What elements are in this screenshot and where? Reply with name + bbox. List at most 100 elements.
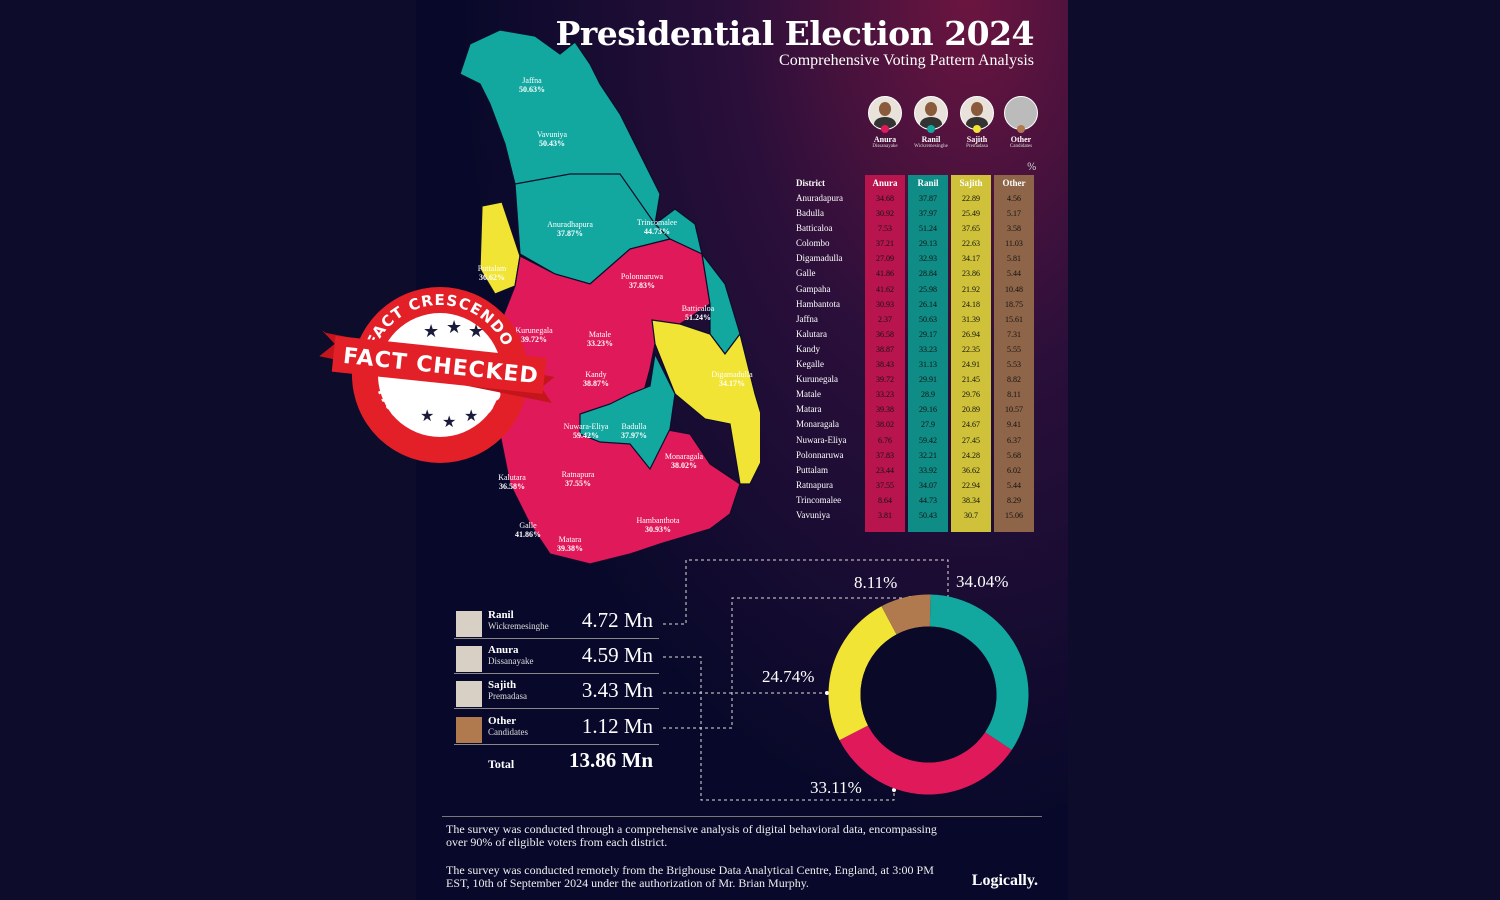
anura-column: Anura 34.68 30.92 7.53 37.21 27.09 41.86 41.62… (865, 175, 905, 532)
vote-value: 4.72 Mn (581, 608, 653, 632)
map-label-name: Nuwara-Eliya (563, 422, 609, 431)
district-name: Anuradapura (796, 193, 843, 203)
table-cell: 39.72 (876, 375, 894, 385)
table-cell: 27.45 (962, 435, 980, 445)
candidate-first-name: Sajith (966, 135, 988, 144)
district-name: Polonnaruwa (796, 449, 844, 460)
map-label-pct: 50.63% (519, 85, 545, 94)
table-cell: 10.57 (1005, 405, 1023, 415)
table-cell: 28.9 (921, 390, 935, 400)
table-cell: 15.06 (1005, 510, 1023, 520)
map-label-name: Trincomalee (636, 218, 678, 227)
map-label-name: Digamadulla (711, 370, 753, 379)
table-cell: 51.24 (919, 224, 937, 234)
map-label-pct: 34.17% (718, 379, 745, 388)
table-cell: 5.53 (1007, 360, 1021, 370)
map-label-pct: 50.43% (539, 139, 565, 148)
table-cell: 3.81 (878, 510, 892, 520)
donut-label: 34.04% (956, 572, 1009, 591)
map-label: Puttalam 36.62% (478, 264, 506, 282)
table-cell: 37.83 (876, 450, 894, 460)
district-name: Matara (796, 404, 822, 415)
table-cell: 5.81 (1007, 254, 1021, 264)
district-name: Batticaloa (796, 223, 833, 234)
map-label-pct: 37.55% (565, 479, 591, 488)
table-cell: 5.68 (1007, 450, 1021, 460)
page-subtitle: Comprehensive Voting Pattern Analysis (779, 52, 1034, 69)
candidate-color-dot (973, 125, 981, 133)
map-label: Jaffna 50.63% (519, 76, 545, 94)
donut-label: 33.11% (810, 778, 862, 797)
table-cell: 6.02 (1007, 465, 1021, 475)
total-label: Total (488, 757, 515, 771)
logically-logo: Logically. (971, 872, 1038, 889)
table-cell: 29.91 (919, 375, 937, 385)
footnote-1: The survey was conducted through a compr… (446, 822, 937, 849)
table-cell: 27.09 (876, 254, 894, 264)
district-name: Digamadulla (796, 253, 843, 264)
table-cell: 8.11 (1007, 390, 1021, 400)
table-cell: 10.48 (1005, 284, 1023, 294)
candidate-last-name: Dissanayake (872, 144, 898, 149)
vote-row: Sajith Premadasa 3.43 Mn (454, 678, 659, 709)
map-label-name: Matale (588, 330, 612, 339)
table-cell: 36.62 (962, 465, 980, 475)
table-cell: 7.31 (1007, 329, 1021, 339)
map-label: Trincomalee 44.73% (637, 218, 677, 236)
table-cell: 29.17 (919, 329, 937, 339)
map-label-pct: 37.83% (629, 281, 655, 290)
map-label-pct: 38.87% (583, 379, 609, 388)
total-row: Total 13.86 Mn (454, 748, 659, 778)
table-cell: 26.14 (919, 299, 937, 309)
table-cell: 34.07 (919, 480, 937, 490)
table-cell: 24.67 (962, 420, 980, 430)
map-label-name: Kurunegala (515, 326, 553, 335)
vote-first-name: Other (488, 715, 517, 727)
district-name: Vavuniya (796, 509, 830, 520)
table-cell: 9.41 (1007, 420, 1021, 430)
map-label-pct: 41.86% (515, 530, 541, 539)
district-name: Nuwara-Eliya (796, 434, 847, 445)
other-column: Other 4.56 5.17 3.58 11.03 5.81 5.44 10.48 18.7… (994, 175, 1034, 532)
table-cell: 6.37 (1007, 435, 1021, 445)
district-name: Kurunegala (796, 374, 838, 385)
vote-share-donut (828, 594, 1029, 795)
table-cell: 8.29 (1007, 495, 1021, 505)
map-label: Badulla 37.97% (621, 422, 647, 440)
map-label-pct: 59.42% (573, 431, 599, 440)
table-cell: 18.75 (1005, 299, 1023, 309)
map-label-name: Ratnapura (561, 470, 595, 479)
vote-value: 1.12 Mn (581, 714, 653, 738)
stamp-star-icon: ★ (468, 321, 484, 342)
table-cell: 37.55 (876, 480, 894, 490)
vote-last-name: Dissanayake (488, 656, 534, 666)
candidate-color-dot (927, 125, 935, 133)
map-label-name: Batticaloa (681, 304, 715, 313)
map-label: Kandy 38.87% (583, 370, 609, 388)
table-cell: 8.64 (878, 495, 892, 505)
table-cell: 50.43 (919, 510, 937, 520)
table-cell: 32.21 (919, 450, 937, 460)
sajith-header: Sajith (959, 178, 983, 188)
table-cell: 20.89 (962, 405, 980, 415)
table-cell: 30.7 (964, 510, 978, 520)
sajith-column: Sajith 22.89 25.49 37.65 22.63 34.17 23.86 21.… (951, 175, 991, 532)
candidate-color-dot (1017, 125, 1025, 133)
table-cell: 11.03 (1005, 239, 1023, 249)
stamp-star-icon: ★ (420, 406, 434, 425)
district-name: Puttalam (796, 464, 828, 475)
table-cell: 38.87 (876, 344, 894, 354)
map-label-pct: 37.97% (621, 431, 647, 440)
table-cell: 37.65 (962, 224, 980, 234)
table-cell: 22.63 (962, 239, 980, 249)
table-cell: 33.23 (876, 390, 894, 400)
map-label-name: Matara (558, 535, 582, 544)
vote-first-name: Anura (488, 644, 519, 656)
table-cell: 8.82 (1007, 375, 1021, 385)
table-cell: 21.45 (962, 375, 980, 385)
candidate-first-name: Other (1010, 135, 1032, 144)
map-label: Nuwara-Eliya 59.42% (564, 422, 609, 440)
map-label-name: Badulla (621, 422, 647, 431)
table-cell: 6.76 (878, 435, 892, 445)
map-label: Anuradhapura 37.87% (547, 220, 593, 238)
